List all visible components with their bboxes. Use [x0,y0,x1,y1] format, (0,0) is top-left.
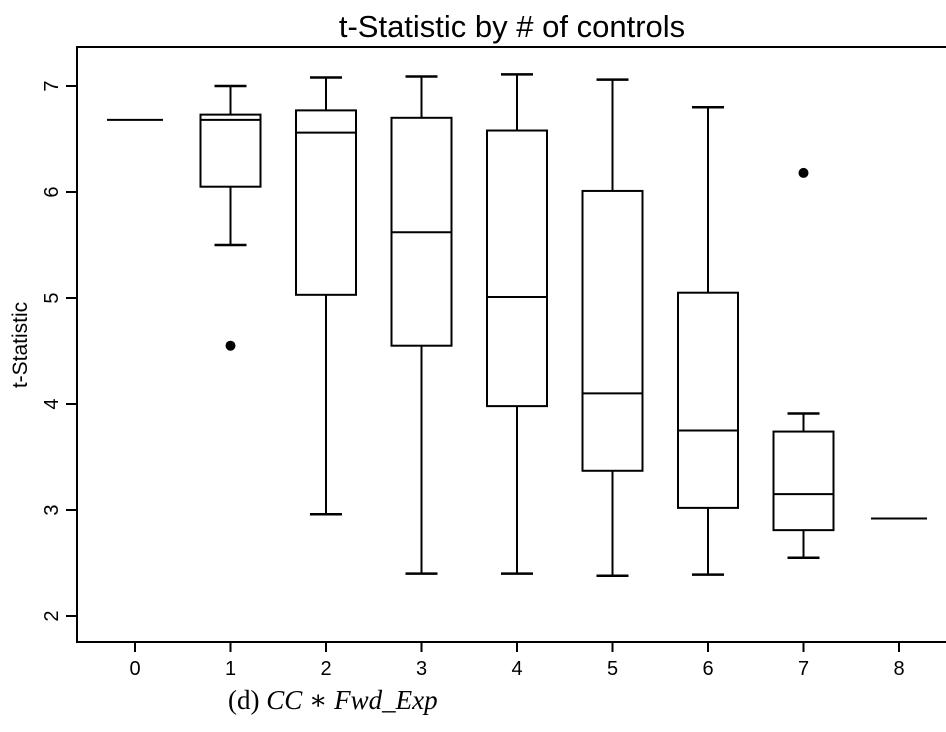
box-group [486,73,548,575]
iqr-box [772,430,835,532]
box-group [772,167,835,559]
y-axis-label: t-Statistic [9,302,32,388]
x-tick-label: 5 [607,658,618,680]
x-tick-label: 6 [702,658,713,680]
x-axis: 0 1 2 3 4 5 6 7 8 [129,642,905,680]
iqr-box [581,189,644,472]
caption-math: CC ∗ Fwd_Exp [266,685,438,715]
x-tick-label: 4 [511,658,522,680]
iqr-box [677,291,739,509]
boxplot-chart: t-Statistic by # of controls t-Statistic… [9,9,946,680]
y-axis: 2 3 4 5 6 7 [41,80,77,622]
iqr-box [199,113,262,188]
x-tick-label: 8 [893,658,904,680]
chart-title: t-Statistic by # of controls [339,9,685,44]
y-tick-label: 3 [41,504,63,515]
x-tick-label: 7 [798,658,809,680]
box-group [390,75,453,575]
y-tick-label: 6 [41,186,63,197]
outlier-point [225,340,236,351]
y-tick-label: 7 [41,80,63,91]
iqr-box [486,129,548,408]
x-tick-label: 3 [416,658,427,680]
y-tick-label: 4 [41,398,63,409]
caption-prefix: (d) [228,685,267,715]
box-group [581,78,644,577]
x-tick-label: 2 [320,658,331,680]
x-tick-label: 1 [225,658,236,680]
box-group [677,105,739,576]
y-tick-label: 2 [41,610,63,621]
box-group [199,84,262,351]
outlier-point [798,167,809,178]
iqr-box [295,109,357,296]
x-tick-label: 0 [129,658,140,680]
box-group [295,76,357,516]
box-series [107,73,927,577]
y-tick-label: 5 [41,292,63,303]
